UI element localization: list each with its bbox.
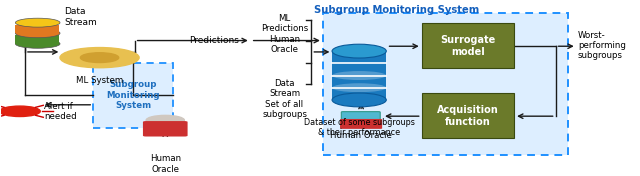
Ellipse shape [332,44,387,58]
FancyBboxPatch shape [332,51,387,100]
Ellipse shape [15,29,60,38]
FancyBboxPatch shape [323,13,568,155]
Text: Subgroup
Monitoring
System: Subgroup Monitoring System [106,80,160,110]
Text: Human Oracle: Human Oracle [330,131,392,140]
FancyBboxPatch shape [341,112,380,120]
Text: Surrogate
model: Surrogate model [440,35,495,57]
Text: Predictions: Predictions [189,36,239,45]
Text: Data
Stream
Set of all
subgroups: Data Stream Set of all subgroups [262,79,307,119]
Text: Subgroup Monitoring System: Subgroup Monitoring System [314,5,479,15]
Circle shape [60,48,139,68]
Ellipse shape [15,18,60,27]
Text: Acquisition
function: Acquisition function [437,105,499,127]
Ellipse shape [332,71,387,80]
Ellipse shape [15,39,60,48]
FancyBboxPatch shape [422,93,514,138]
Text: ML System: ML System [76,76,123,85]
Text: Human
Oracle: Human Oracle [150,154,181,174]
FancyBboxPatch shape [422,23,514,68]
Text: Alert if
needed: Alert if needed [44,102,77,121]
Circle shape [146,115,184,125]
Circle shape [0,106,40,117]
Ellipse shape [332,93,387,107]
FancyBboxPatch shape [143,121,188,137]
Text: ML
Predictions
Human
Oracle: ML Predictions Human Oracle [261,14,308,54]
FancyBboxPatch shape [340,119,382,129]
Text: Data
Stream: Data Stream [65,7,97,27]
Text: Dataset of some subgroups
& their performance: Dataset of some subgroups & their perfor… [304,118,415,137]
FancyBboxPatch shape [15,25,59,33]
Ellipse shape [332,83,387,92]
Circle shape [81,53,118,62]
FancyBboxPatch shape [15,35,59,44]
Text: Worst-
performing
subgroups: Worst- performing subgroups [578,30,626,60]
FancyBboxPatch shape [93,62,173,128]
